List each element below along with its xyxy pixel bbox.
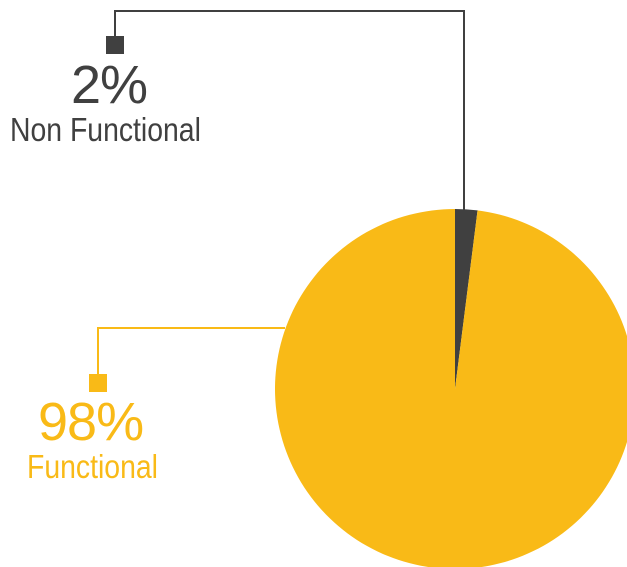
non-functional-marker — [106, 36, 124, 54]
pie-slice-functional — [275, 209, 627, 567]
non-functional-name-label: Non Functional — [10, 111, 201, 148]
pie-slices — [275, 209, 627, 567]
pie-slice-non-functional — [455, 209, 478, 389]
non-functional-leader-line — [114, 10, 465, 210]
functional-marker — [89, 374, 107, 392]
functional-value-label: 98% — [38, 392, 144, 452]
functional-name-label: Functional — [27, 448, 158, 485]
functional-leader-line — [97, 327, 285, 375]
non-functional-value-label: 2% — [71, 55, 148, 115]
